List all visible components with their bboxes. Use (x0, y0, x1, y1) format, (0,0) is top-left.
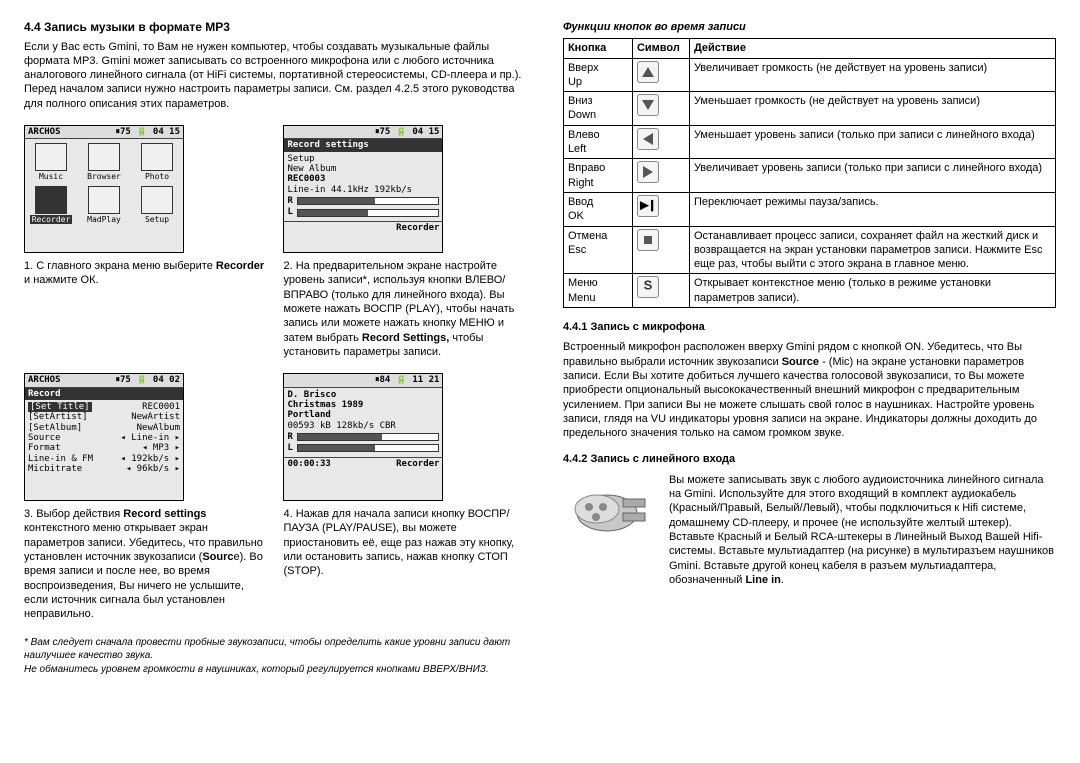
section-heading: 4.4 Запись музыки в формате MP3 (24, 20, 527, 36)
stop-icon (637, 229, 659, 251)
screenshot-3: ARCHOS⏸75 🔋 04 02 Record [Set Title]REC0… (24, 373, 184, 501)
th-action: Действие (689, 39, 1055, 58)
left-column: 4.4 Запись музыки в формате MP3 Если у В… (24, 20, 527, 676)
sec-442-body: Вы можете записывать звук с любого аудио… (563, 473, 1056, 587)
buttons-table: Кнопка Символ Действие ВверхUp Увеличива… (563, 38, 1056, 308)
screenshot-4: ⏸84 🔋 11 21 D. Brisco Christmas 1989 Por… (283, 373, 443, 501)
left-icon (637, 128, 659, 150)
footnote: * Вам следует сначала провести пробные з… (24, 636, 527, 677)
step-4-text: 4. Нажав для начала записи кнопку ВОСПР/… (283, 507, 526, 578)
down-icon (637, 94, 659, 116)
table-row: ВправоRight Увеличивает уровень записи (… (563, 159, 1055, 193)
step-pair-2: ARCHOS⏸75 🔋 04 02 Record [Set Title]REC0… (24, 373, 527, 621)
step-2: ⏸75 🔋 04 15 Record settings Setup New Al… (283, 125, 526, 359)
step-3-text: 3. Выбор действия Record settings контек… (24, 507, 267, 621)
sec-442-title: 4.4.2 Запись с линейного входа (563, 452, 1056, 466)
right-icon (637, 161, 659, 183)
table-row: ВверхUp Увеличивает громкость (не действ… (563, 58, 1055, 92)
right-column: Функции кнопок во время записи Кнопка Си… (563, 20, 1056, 676)
step-3: ARCHOS⏸75 🔋 04 02 Record [Set Title]REC0… (24, 373, 267, 621)
screenshot-1: ARCHOS⏸75 🔋 04 15 Music Browser Photo Re… (24, 125, 184, 253)
table-row: ОтменаEsc Останавливает процесс записи, … (563, 226, 1055, 274)
up-icon (637, 61, 659, 83)
step-1: ARCHOS⏸75 🔋 04 15 Music Browser Photo Re… (24, 125, 267, 359)
th-symbol: Символ (632, 39, 689, 58)
step-4: ⏸84 🔋 11 21 D. Brisco Christmas 1989 Por… (283, 373, 526, 621)
step-pair-1: ARCHOS⏸75 🔋 04 15 Music Browser Photo Re… (24, 125, 527, 359)
table-row: МенюMenu S Открывает контекстное меню (т… (563, 274, 1055, 308)
table-row: ВлевоLeft Уменьшает уровень записи (толь… (563, 125, 1055, 159)
menu-s-icon: S (637, 276, 659, 298)
connector-icon (563, 473, 657, 547)
table-row: ВнизDown Уменьшает громкость (не действу… (563, 92, 1055, 126)
step-2-text: 2. На предварительном экране настройте у… (283, 259, 526, 359)
sec-441-body: Встроенный микрофон расположен вверху Gm… (563, 340, 1056, 440)
functions-title: Функции кнопок во время записи (563, 20, 1056, 34)
play-pause-icon: ▶❙ (637, 195, 659, 217)
step-1-text: 1. С главного экрана меню выберите Recor… (24, 259, 267, 288)
sec-441-title: 4.4.1 Запись с микрофона (563, 320, 1056, 334)
th-button: Кнопка (563, 39, 632, 58)
screenshot-2: ⏸75 🔋 04 15 Record settings Setup New Al… (283, 125, 443, 253)
intro-paragraph: Если у Вас есть Gmini, то Вам не нужен к… (24, 40, 527, 111)
table-row: ВводOK ▶❙ Переключает режимы пауза/запис… (563, 192, 1055, 226)
